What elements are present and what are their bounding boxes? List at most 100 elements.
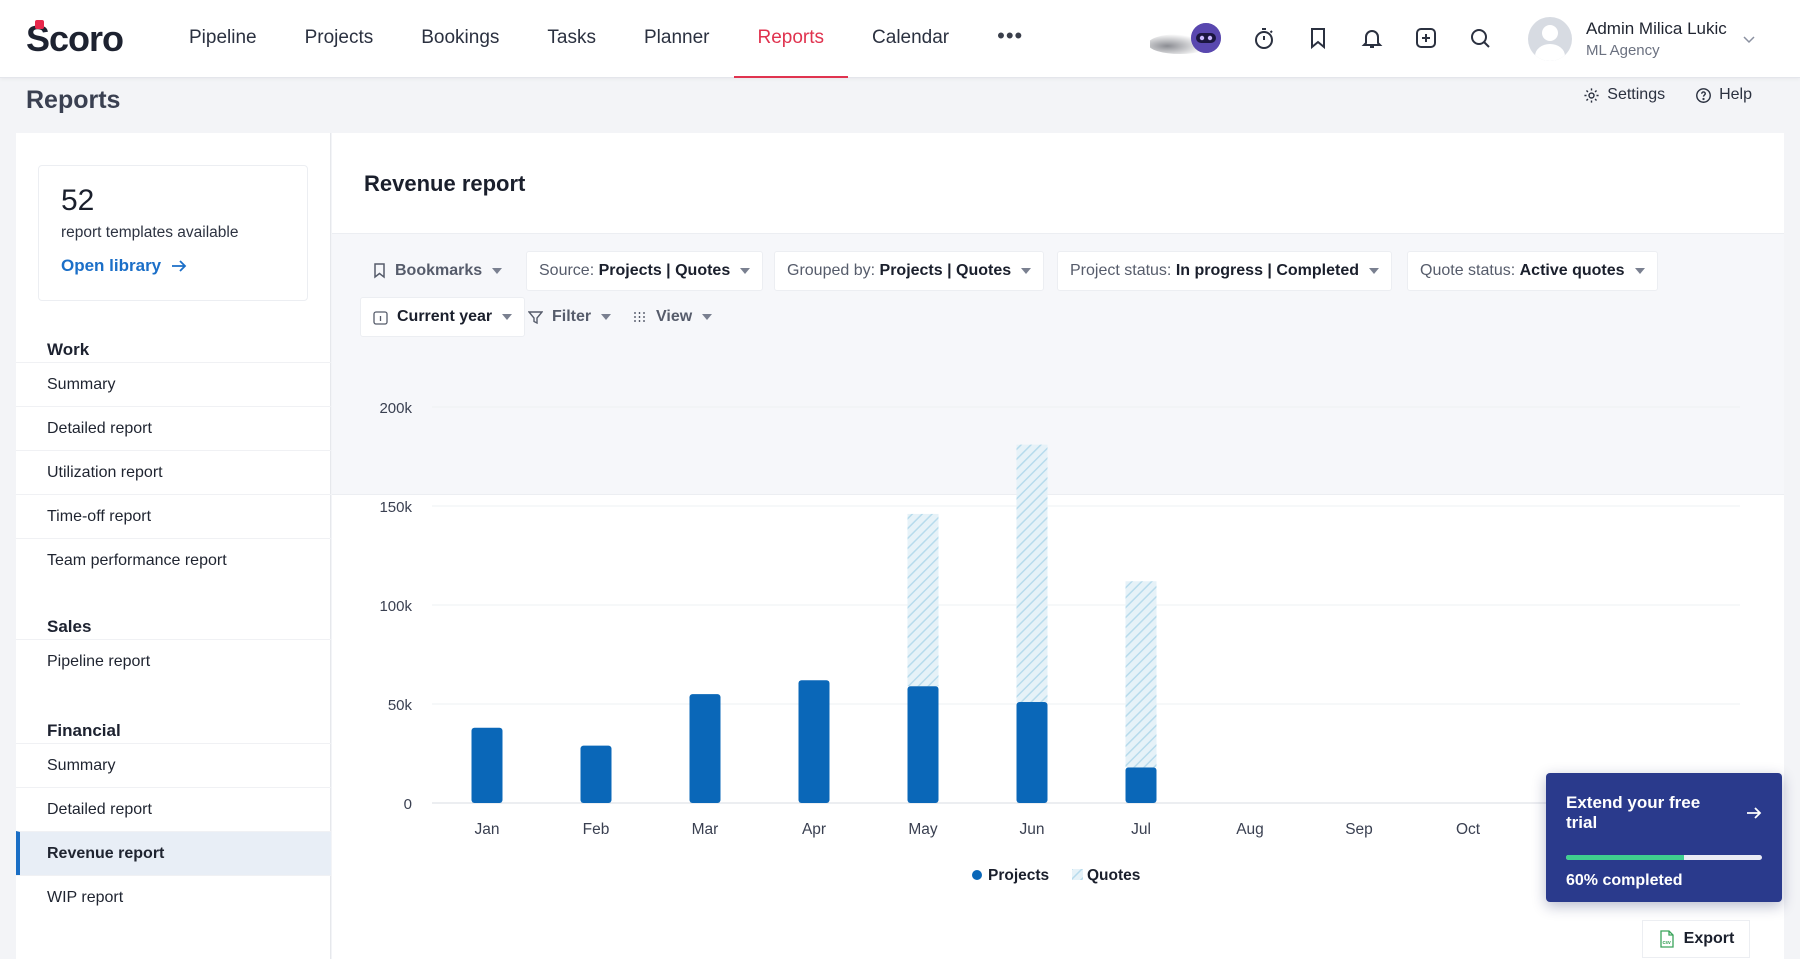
trial-progress-fill bbox=[1566, 855, 1684, 860]
logo-accent-dot bbox=[35, 20, 44, 29]
y-tick-label: 0 bbox=[404, 796, 412, 813]
sidebar-item-financial-summary[interactable]: Summary bbox=[16, 743, 331, 787]
nav-calendar[interactable]: Calendar bbox=[872, 27, 950, 48]
section-sales-title: Sales bbox=[47, 617, 92, 636]
source-value: Projects | Quotes bbox=[598, 262, 731, 279]
bar-projects-may[interactable] bbox=[907, 686, 939, 803]
sidebar-item-work-summary[interactable]: Summary bbox=[16, 362, 331, 406]
legend-quotes-marker bbox=[1072, 869, 1083, 880]
svg-text:csv: csv bbox=[1662, 940, 1671, 946]
sidebar-item-team-performance-report[interactable]: Team performance report bbox=[16, 538, 331, 582]
grouped-key: Grouped by: bbox=[787, 262, 876, 279]
nav-projects[interactable]: Projects bbox=[304, 27, 374, 48]
sidebar-item-time-off-report[interactable]: Time-off report bbox=[16, 494, 331, 538]
x-tick-label: Apr bbox=[802, 821, 826, 838]
project-status-dropdown[interactable]: Project status: In progress | Completed bbox=[1057, 251, 1392, 291]
bar-projects-jul[interactable] bbox=[1125, 767, 1157, 803]
grouped-by-dropdown[interactable]: Grouped by: Projects | Quotes bbox=[774, 251, 1045, 291]
caret-down-icon bbox=[1369, 268, 1379, 274]
bar-quotes-jun[interactable] bbox=[1016, 444, 1048, 703]
legend-quotes-label[interactable]: Quotes bbox=[1087, 867, 1140, 884]
caret-down-icon bbox=[1021, 268, 1032, 274]
calendar-icon bbox=[373, 310, 388, 325]
quote-status-key: Quote status: bbox=[1420, 262, 1516, 279]
search-icon[interactable] bbox=[1462, 20, 1498, 56]
report-title: Revenue report bbox=[364, 171, 526, 196]
chevron-down-icon[interactable] bbox=[1743, 31, 1755, 47]
view-label: View bbox=[656, 308, 693, 325]
period-dropdown[interactable]: Current year bbox=[360, 297, 526, 337]
user-org: ML Agency bbox=[1586, 42, 1660, 59]
bar-quotes-may[interactable] bbox=[907, 513, 939, 687]
open-library-link[interactable]: Open library bbox=[61, 256, 187, 276]
bar-projects-mar[interactable] bbox=[689, 694, 721, 803]
nav-planner[interactable]: Planner bbox=[644, 27, 710, 48]
bookmark-icon bbox=[373, 263, 386, 279]
x-tick-label: Mar bbox=[692, 821, 719, 838]
user-name: Admin Milica Lukic bbox=[1586, 19, 1727, 38]
main-nav: Pipeline Projects Bookings Tasks Planner… bbox=[165, 0, 1037, 78]
legend-projects-label[interactable]: Projects bbox=[988, 867, 1049, 884]
nav-bookings[interactable]: Bookings bbox=[421, 27, 500, 48]
grouped-value: Projects | Quotes bbox=[879, 262, 1012, 279]
trial-progress-bar bbox=[1566, 855, 1762, 860]
nav-more-button[interactable]: ••• bbox=[997, 23, 1024, 48]
y-tick-label: 200k bbox=[379, 400, 412, 417]
sidebar-item-revenue-report[interactable]: Revenue report bbox=[16, 831, 331, 875]
bar-quotes-jul[interactable] bbox=[1125, 581, 1157, 768]
scoro-logo[interactable]: Scoro bbox=[26, 18, 124, 60]
sidebar-item-pipeline-report[interactable]: Pipeline report bbox=[16, 639, 331, 683]
bar-projects-jan[interactable] bbox=[471, 727, 503, 803]
x-tick-label: Aug bbox=[1236, 821, 1264, 838]
x-tick-label: Jun bbox=[1020, 821, 1045, 838]
x-tick-label: Jan bbox=[475, 821, 500, 838]
legend-projects-marker bbox=[972, 870, 982, 880]
reports-sidebar: 52 report templates available Open libra… bbox=[16, 133, 331, 959]
nav-pipeline[interactable]: Pipeline bbox=[189, 27, 257, 48]
open-library-label: Open library bbox=[61, 256, 162, 275]
section-financial-title: Financial bbox=[47, 721, 121, 740]
filter-icon bbox=[528, 310, 543, 325]
help-link[interactable]: Help bbox=[1695, 86, 1752, 104]
source-dropdown[interactable]: Source: Projects | Quotes bbox=[526, 251, 764, 291]
settings-link[interactable]: Settings bbox=[1583, 86, 1665, 104]
timer-icon[interactable] bbox=[1246, 20, 1282, 56]
nav-tasks[interactable]: Tasks bbox=[547, 27, 596, 48]
nav-reports[interactable]: Reports bbox=[733, 0, 849, 78]
filter-label: Filter bbox=[552, 308, 592, 325]
caret-down-icon bbox=[702, 314, 713, 320]
library-text: report templates available bbox=[61, 224, 239, 241]
bell-icon[interactable] bbox=[1354, 20, 1390, 56]
bookmarks-dropdown[interactable]: Bookmarks bbox=[360, 251, 515, 291]
y-tick-label: 100k bbox=[379, 598, 412, 615]
view-dropdown[interactable]: View bbox=[619, 297, 725, 337]
columns-icon bbox=[632, 310, 647, 325]
quote-status-dropdown[interactable]: Quote status: Active quotes bbox=[1407, 251, 1658, 291]
sidebar-item-utilization-report[interactable]: Utilization report bbox=[16, 450, 331, 494]
filter-dropdown[interactable]: Filter bbox=[515, 297, 624, 337]
section-work-title: Work bbox=[47, 340, 90, 359]
page-links: Settings Help bbox=[1583, 86, 1752, 104]
user-menu[interactable]: Admin Milica Lukic ML Agency bbox=[1528, 12, 1786, 66]
period-label: Current year bbox=[397, 308, 493, 325]
bookmark-icon[interactable] bbox=[1300, 20, 1336, 56]
free-trial-widget[interactable]: Extend your free trial 60% completed bbox=[1546, 773, 1782, 902]
sidebar-item-work-detailed-report[interactable]: Detailed report bbox=[16, 406, 331, 450]
x-tick-label: Oct bbox=[1456, 821, 1481, 838]
library-card: 52 report templates available Open libra… bbox=[38, 165, 308, 301]
gear-icon bbox=[1584, 87, 1599, 103]
ai-bot-icon[interactable] bbox=[1150, 18, 1224, 60]
bar-projects-feb[interactable] bbox=[580, 745, 612, 803]
arrow-right-icon bbox=[1747, 807, 1762, 819]
sidebar-item-financial-detailed-report[interactable]: Detailed report bbox=[16, 787, 331, 831]
sidebar-item-wip-report[interactable]: WIP report bbox=[16, 875, 331, 919]
export-button[interactable]: csv Export bbox=[1642, 920, 1750, 958]
page-title: Reports bbox=[26, 86, 121, 114]
filter-bar: Bookmarks Source: Projects | Quotes Grou… bbox=[332, 233, 1784, 495]
x-tick-label: Jul bbox=[1131, 821, 1151, 838]
caret-down-icon bbox=[1634, 268, 1645, 274]
bar-projects-jun[interactable] bbox=[1016, 702, 1048, 803]
bar-projects-apr[interactable] bbox=[798, 680, 830, 803]
report-panel: Revenue report Bookmarks Source: Project… bbox=[332, 133, 1784, 959]
add-icon[interactable] bbox=[1408, 20, 1444, 56]
